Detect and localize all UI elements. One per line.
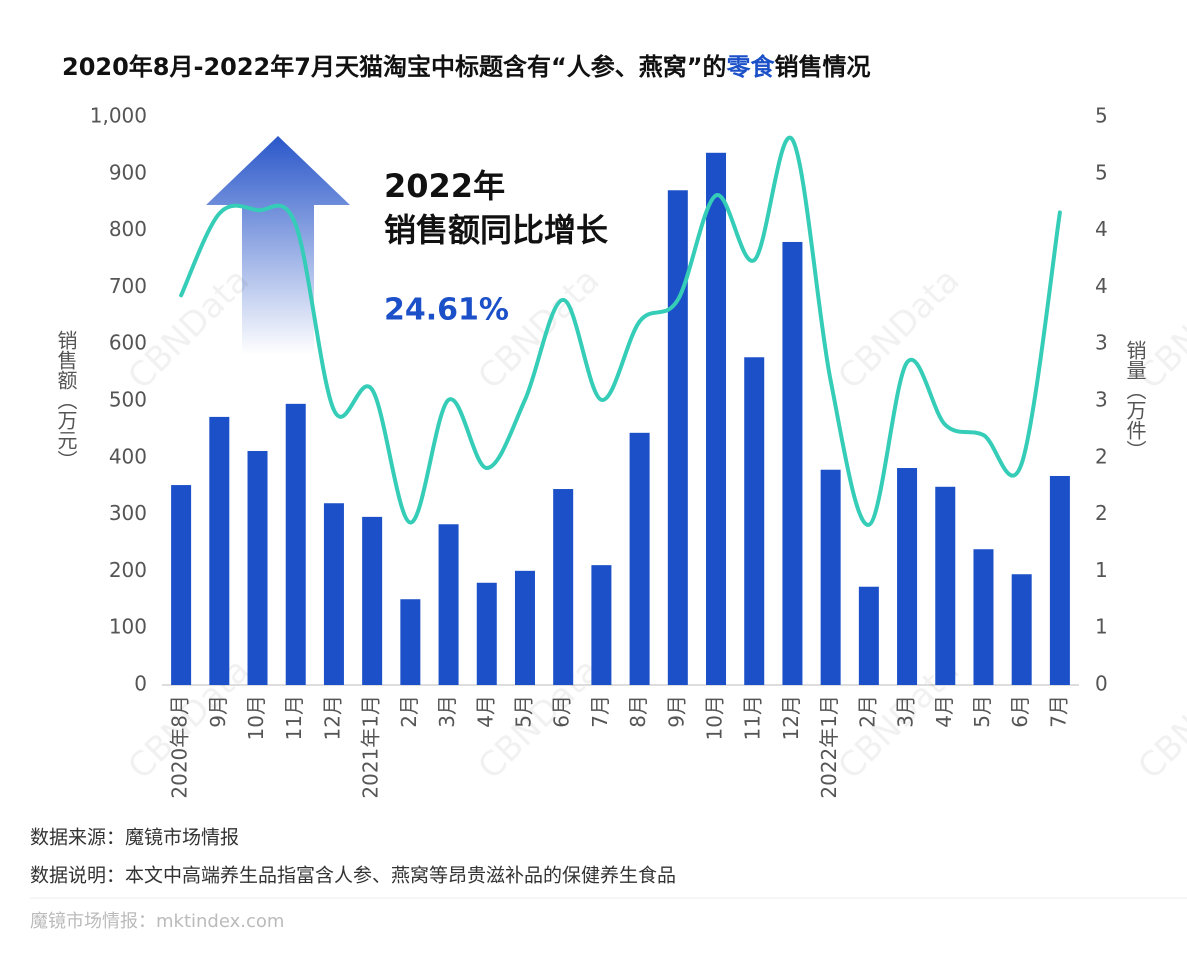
title-part: 销售情况 (775, 53, 871, 81)
y-tick-label: 0 (134, 672, 147, 696)
bar (782, 241, 803, 685)
x-tick-label: 8月 (626, 695, 650, 728)
x-tick-label: 9月 (206, 695, 230, 728)
y-tick-label: 900 (109, 160, 147, 184)
bar (897, 468, 918, 685)
bar (362, 516, 383, 685)
y2-tick-label: 4 (1095, 217, 1108, 241)
y2-tick-label: 5 (1095, 160, 1108, 184)
annotation-value: 24.61% (384, 293, 509, 328)
x-tick-label: 2月 (855, 695, 879, 728)
bar (1011, 574, 1032, 685)
bar (935, 486, 956, 685)
bar (706, 152, 727, 685)
watermark: CBNData (470, 260, 607, 397)
x-tick-label: 4月 (473, 695, 497, 728)
x-tick-label: 10月 (703, 695, 727, 740)
footnote: 数据说明：本文中高端养生品指富含人参、燕窝等昂贵滋补品的保健养生食品 (30, 865, 676, 887)
footnote: 数据来源：魔镜市场情报 (30, 827, 239, 849)
x-tick-label: 4月 (932, 695, 956, 728)
annotation: 销售额同比增长 (384, 211, 608, 249)
source: 魔镜市场情报：mktindex.com (30, 911, 284, 932)
x-tick-label: 11月 (282, 695, 306, 740)
y-tick-label: 700 (109, 274, 147, 298)
bar (400, 599, 421, 685)
bar (247, 450, 268, 685)
bar (514, 570, 535, 685)
bar (285, 403, 306, 685)
x-tick-label: 6月 (550, 695, 574, 728)
x-tick-label: 10月 (244, 695, 268, 740)
watermark: CBNData (1130, 260, 1187, 397)
y-axis-label: 销售额（万元） (54, 330, 78, 470)
y2-tick-label: 0 (1095, 672, 1108, 696)
x-tick-label: 3月 (894, 695, 918, 728)
annotation: 2022年 (384, 167, 505, 205)
x-tick-label: 5月 (511, 695, 535, 728)
y-tick-label: 800 (109, 217, 147, 241)
watermark: CBNData (1130, 650, 1187, 787)
chart-title: 2020年8月-2022年7月天猫淘宝中标题含有“人参、燕窝”的零食销售情况 (62, 53, 871, 81)
x-tick-label: 2022年1月 (817, 695, 841, 799)
bar (973, 549, 994, 685)
line (179, 135, 1062, 527)
y2-tick-label: 2 (1095, 501, 1108, 525)
bar (629, 432, 650, 685)
y-tick-label: 400 (109, 444, 147, 468)
y2-tick-label: 3 (1095, 331, 1108, 355)
y-tick-label: 200 (109, 558, 147, 582)
x-tick-label: 2021年1月 (359, 695, 383, 799)
y2-axis-label: 销量（万件） (1123, 340, 1147, 460)
bar (476, 582, 497, 685)
x-tick-label: 2月 (397, 695, 421, 728)
bar (553, 489, 574, 685)
bar (438, 524, 459, 685)
bar (591, 565, 612, 685)
bar (744, 357, 765, 685)
x-tick-label: 6月 (1008, 695, 1032, 728)
y2-tick-label: 4 (1095, 274, 1108, 298)
x-tick-label: 12月 (779, 695, 803, 740)
y-tick-label: 300 (109, 501, 147, 525)
y-tick-label: 1,000 (90, 104, 147, 128)
bar (171, 485, 192, 685)
bar (323, 503, 344, 685)
arrow (206, 136, 350, 355)
y2-tick-label: 3 (1095, 388, 1108, 412)
bar (858, 586, 879, 685)
x-tick-label: 7月 (588, 695, 612, 728)
x-tick-label: 3月 (435, 695, 459, 728)
y2-tick-label: 1 (1095, 615, 1108, 639)
watermark: CBNData (830, 260, 967, 397)
bar (820, 469, 841, 685)
x-tick-label: 12月 (320, 695, 344, 740)
title-part: 2020年8月-2022年7月天猫淘宝中标题含有“人参、燕窝”的 (62, 53, 727, 81)
y-tick-label: 600 (109, 331, 147, 355)
bar (667, 190, 688, 685)
y-tick-label: 100 (109, 615, 147, 639)
title-part: 零食 (726, 53, 776, 81)
y2-tick-label: 1 (1095, 558, 1108, 582)
x-tick-label: 5月 (970, 695, 994, 728)
y2-tick-label: 5 (1095, 104, 1108, 128)
y2-tick-label: 2 (1095, 444, 1108, 468)
x-tick-label: 7月 (1046, 695, 1070, 728)
bar (209, 416, 230, 685)
y-tick-label: 500 (109, 388, 147, 412)
x-tick-label: 9月 (664, 695, 688, 728)
bar (1049, 475, 1070, 685)
x-tick-label: 11月 (741, 695, 765, 740)
x-tick-label: 2020年8月 (168, 695, 192, 799)
